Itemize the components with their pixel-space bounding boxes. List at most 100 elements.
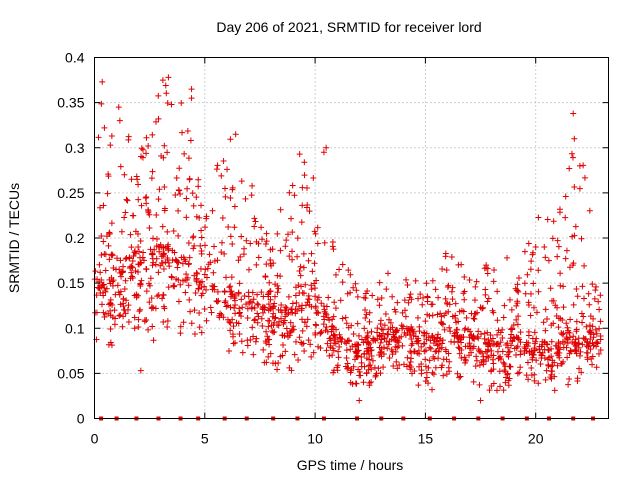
data-point	[363, 348, 370, 355]
data-point	[572, 343, 579, 350]
data-point	[252, 218, 259, 225]
data-point	[555, 339, 562, 346]
data-point	[396, 361, 403, 368]
data-point	[514, 321, 521, 328]
data-point	[331, 336, 338, 343]
data-point	[140, 249, 147, 256]
data-point	[245, 293, 252, 300]
data-point	[218, 172, 225, 179]
data-point	[436, 345, 443, 352]
data-point	[513, 316, 520, 323]
data-point	[473, 353, 480, 360]
data-point	[438, 313, 445, 320]
data-point	[534, 309, 541, 316]
data-point	[277, 206, 284, 213]
data-point	[322, 310, 329, 317]
data-point	[299, 316, 306, 323]
data-point	[267, 288, 274, 295]
data-point	[371, 336, 378, 343]
data-point	[235, 257, 242, 264]
data-point	[188, 95, 195, 102]
data-point	[121, 171, 128, 178]
data-point	[249, 182, 256, 189]
data-point	[358, 336, 365, 343]
data-point	[417, 291, 424, 298]
data-point	[513, 344, 520, 351]
data-point	[184, 128, 191, 135]
data-point	[576, 352, 583, 359]
data-point	[443, 371, 450, 378]
data-point	[137, 367, 144, 374]
data-point	[488, 368, 495, 375]
data-point	[109, 302, 116, 309]
data-point	[174, 264, 181, 271]
data-point	[353, 353, 360, 360]
data-point	[300, 264, 307, 271]
data-point	[430, 353, 437, 360]
data-point	[131, 247, 138, 254]
data-point	[165, 245, 172, 252]
data-point	[198, 247, 205, 254]
data-point	[479, 304, 486, 311]
data-point	[129, 264, 136, 271]
data-point	[195, 176, 202, 183]
data-point	[252, 316, 259, 323]
data-point	[255, 313, 262, 320]
data-point	[313, 310, 320, 317]
data-point	[221, 288, 228, 295]
data-point	[434, 342, 441, 349]
data-point	[476, 381, 483, 388]
data-point	[587, 331, 594, 338]
data-point	[376, 302, 383, 309]
data-point	[261, 306, 268, 313]
data-point	[282, 348, 289, 355]
data-point	[120, 300, 127, 307]
data-point	[305, 257, 312, 264]
data-point	[128, 263, 135, 270]
data-point	[320, 321, 327, 328]
data-point	[294, 253, 301, 260]
data-point	[292, 338, 299, 345]
data-point	[329, 243, 336, 250]
data-point	[435, 341, 442, 348]
data-point	[461, 274, 468, 281]
data-point	[455, 261, 462, 268]
data-point	[503, 341, 510, 348]
axis-ticks: 0 0.05 0.1 0.15 0.2 0.25 0.3 0.35 0.4 0 5 10 15 20	[57, 50, 609, 447]
data-point	[249, 289, 256, 296]
data-point	[175, 207, 182, 214]
data-point	[500, 387, 507, 394]
data-point	[161, 184, 168, 191]
data-point	[531, 329, 538, 336]
data-point	[98, 232, 105, 239]
data-point	[522, 290, 529, 297]
data-point	[422, 356, 429, 363]
data-point	[213, 166, 220, 173]
data-point	[452, 312, 459, 319]
data-point	[314, 309, 321, 316]
data-point	[285, 293, 292, 300]
data-point	[110, 265, 117, 272]
data-point	[183, 271, 190, 278]
data-point	[573, 318, 580, 325]
data-point	[291, 192, 298, 199]
data-point	[550, 218, 557, 225]
data-point	[266, 341, 273, 348]
data-point	[577, 348, 584, 355]
data-point	[270, 260, 277, 267]
data-point	[525, 299, 532, 306]
data-point	[551, 373, 558, 380]
data-point	[187, 308, 194, 315]
data-point	[418, 343, 425, 350]
data-point	[193, 269, 200, 276]
data-point	[213, 298, 220, 305]
data-point	[266, 279, 273, 286]
data-point	[566, 165, 573, 172]
data-point	[461, 326, 468, 333]
data-point	[323, 347, 330, 354]
data-point	[247, 240, 254, 247]
data-point	[150, 337, 157, 344]
data-point	[137, 306, 144, 313]
data-point	[501, 302, 508, 309]
data-point	[416, 363, 423, 370]
